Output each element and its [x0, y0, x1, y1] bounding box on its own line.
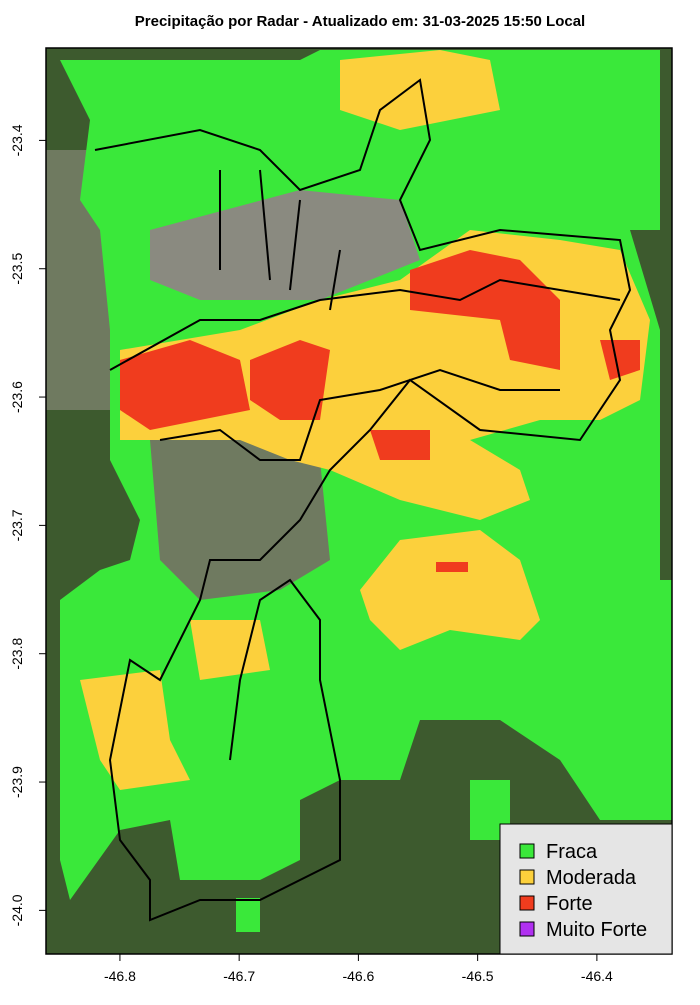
radar-forte — [370, 430, 430, 460]
radar-forte — [410, 250, 560, 370]
radar-forte — [600, 340, 640, 380]
legend-label: Forte — [546, 893, 593, 915]
radar-forte — [436, 562, 468, 572]
legend-swatch — [519, 895, 535, 911]
radar-fraca — [236, 898, 260, 932]
radar-forte — [250, 340, 330, 420]
x-tick-label: -46.4 — [581, 968, 613, 984]
legend-label: Fraca — [546, 841, 598, 863]
radar-urban-gap — [150, 430, 330, 600]
y-tick-label: -23.5 — [9, 253, 25, 285]
y-tick-label: -23.6 — [9, 381, 25, 413]
radar-urban-gap — [150, 190, 420, 300]
y-tick-label: -24.0 — [9, 894, 25, 926]
legend-label: Muito Forte — [546, 919, 647, 941]
map-area — [46, 48, 672, 954]
radar-forte — [120, 340, 250, 430]
legend-swatch — [519, 843, 535, 859]
legend-swatch — [519, 921, 535, 937]
legend-swatch — [519, 869, 535, 885]
radar-moderada — [190, 620, 270, 680]
y-tick-label: -23.7 — [9, 509, 25, 541]
district-borders — [94, 78, 632, 922]
plot-frame — [45, 47, 673, 955]
x-tick-label: -46.6 — [342, 968, 374, 984]
y-tick-label: -23.9 — [9, 766, 25, 798]
map-title: Precipitação por Radar - Atualizado em: … — [135, 13, 585, 30]
x-tick-label: -46.5 — [462, 968, 494, 984]
radar-moderada — [360, 530, 540, 650]
y-tick-label: -23.4 — [9, 124, 25, 156]
x-tick-label: -46.7 — [223, 968, 255, 984]
legend-label: Moderada — [546, 867, 637, 889]
y-tick-label: -23.8 — [9, 638, 25, 670]
radar-moderada — [80, 670, 190, 790]
x-tick-label: -46.8 — [104, 968, 136, 984]
